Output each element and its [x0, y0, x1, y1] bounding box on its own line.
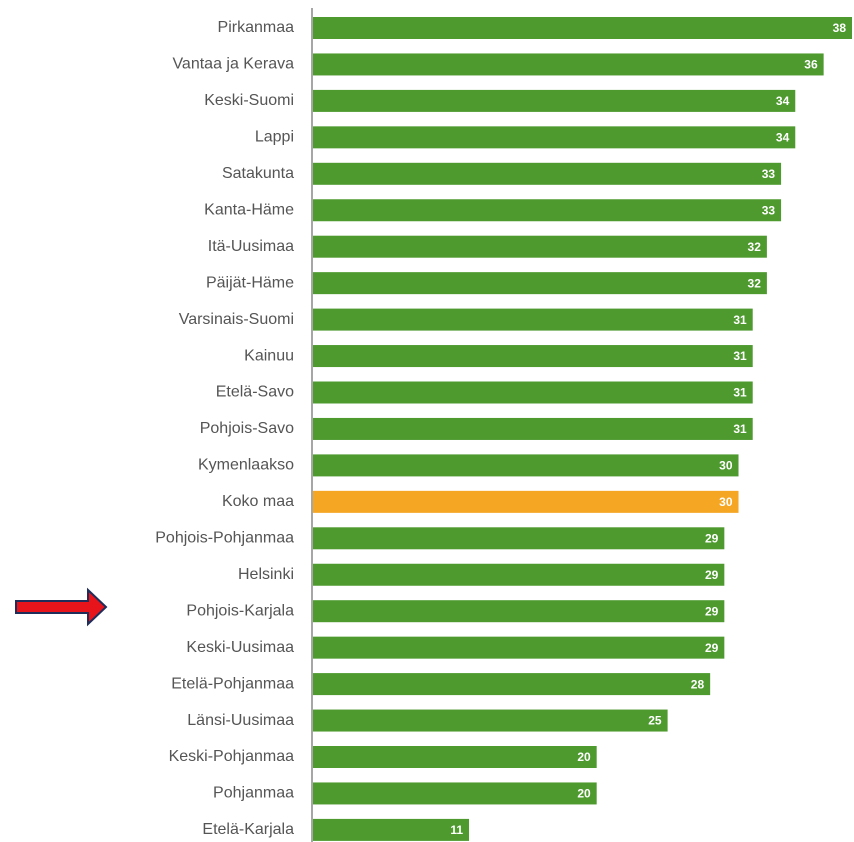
- value-label: 33: [762, 203, 776, 217]
- value-label: 34: [776, 131, 790, 145]
- category-label: Keski-Pohjanmaa: [169, 748, 295, 765]
- bar: [313, 199, 782, 222]
- category-label: Itä-Uusimaa: [208, 238, 294, 255]
- category-label: Pohjois-Savo: [200, 420, 294, 437]
- bar: [313, 673, 711, 696]
- value-label: 38: [833, 21, 847, 35]
- bar: [313, 527, 725, 550]
- value-label: 33: [762, 167, 776, 181]
- bar: [313, 272, 767, 295]
- bar: [313, 126, 796, 149]
- bar: [313, 636, 725, 659]
- category-label: Lappi: [255, 129, 294, 146]
- category-label: Pirkanmaa: [218, 19, 295, 36]
- category-label: Keski-Suomi: [204, 92, 294, 109]
- bar: [313, 746, 597, 768]
- category-label: Etelä-Pohjanmaa: [171, 675, 294, 692]
- value-label: 32: [748, 240, 762, 254]
- arrow: [15, 587, 108, 627]
- bar: [313, 162, 782, 185]
- category-label: Helsinki: [238, 566, 294, 583]
- category-label: Päijät-Häme: [206, 274, 294, 291]
- category-label: Satakunta: [222, 165, 294, 182]
- value-label: 29: [705, 641, 719, 655]
- value-label: 29: [705, 568, 719, 582]
- category-label: Kymenlaakso: [198, 457, 294, 474]
- value-label: 20: [577, 750, 591, 764]
- value-label: 30: [719, 495, 733, 509]
- category-label: Vantaa ja Kerava: [172, 56, 294, 73]
- category-label: Pohjois-Karjala: [186, 602, 294, 619]
- category-label: Keski-Uusimaa: [186, 639, 294, 656]
- bar: [313, 89, 796, 112]
- category-label: Länsi-Uusimaa: [187, 712, 294, 729]
- bar: [313, 235, 767, 258]
- value-label: 34: [776, 94, 790, 108]
- bar: [313, 490, 739, 513]
- bar: [313, 709, 668, 732]
- bar: [313, 563, 725, 586]
- bar: [313, 308, 753, 331]
- category-label: Koko maa: [222, 493, 294, 510]
- value-label: 31: [733, 422, 747, 436]
- category-label: Etelä-Savo: [216, 384, 294, 401]
- value-label: 31: [733, 349, 747, 363]
- bar: [313, 600, 725, 623]
- category-label: Pohjois-Pohjanmaa: [155, 530, 294, 547]
- value-label: 20: [577, 787, 591, 801]
- value-label: 30: [719, 459, 733, 473]
- bar: [313, 818, 470, 841]
- value-label: 11: [450, 823, 463, 837]
- bar: [313, 345, 753, 368]
- value-label: 29: [705, 604, 719, 618]
- category-label: Pohjanmaa: [213, 785, 294, 802]
- value-label: 31: [733, 313, 747, 327]
- category-label: Etelä-Karjala: [202, 821, 294, 838]
- value-label: 31: [733, 386, 747, 400]
- value-label: 28: [691, 677, 705, 691]
- bar: [313, 381, 753, 404]
- category-label: Varsinais-Suomi: [179, 311, 294, 328]
- value-label: 32: [748, 276, 762, 290]
- value-label: 36: [804, 58, 818, 72]
- bar: [313, 17, 852, 39]
- category-label: Kanta-Häme: [204, 201, 294, 218]
- value-label: 25: [648, 714, 662, 728]
- bar: [313, 417, 753, 440]
- bar: [313, 454, 739, 477]
- value-label: 29: [705, 531, 719, 545]
- bar: [313, 53, 824, 76]
- bar: [313, 782, 597, 805]
- category-label: Kainuu: [244, 347, 294, 364]
